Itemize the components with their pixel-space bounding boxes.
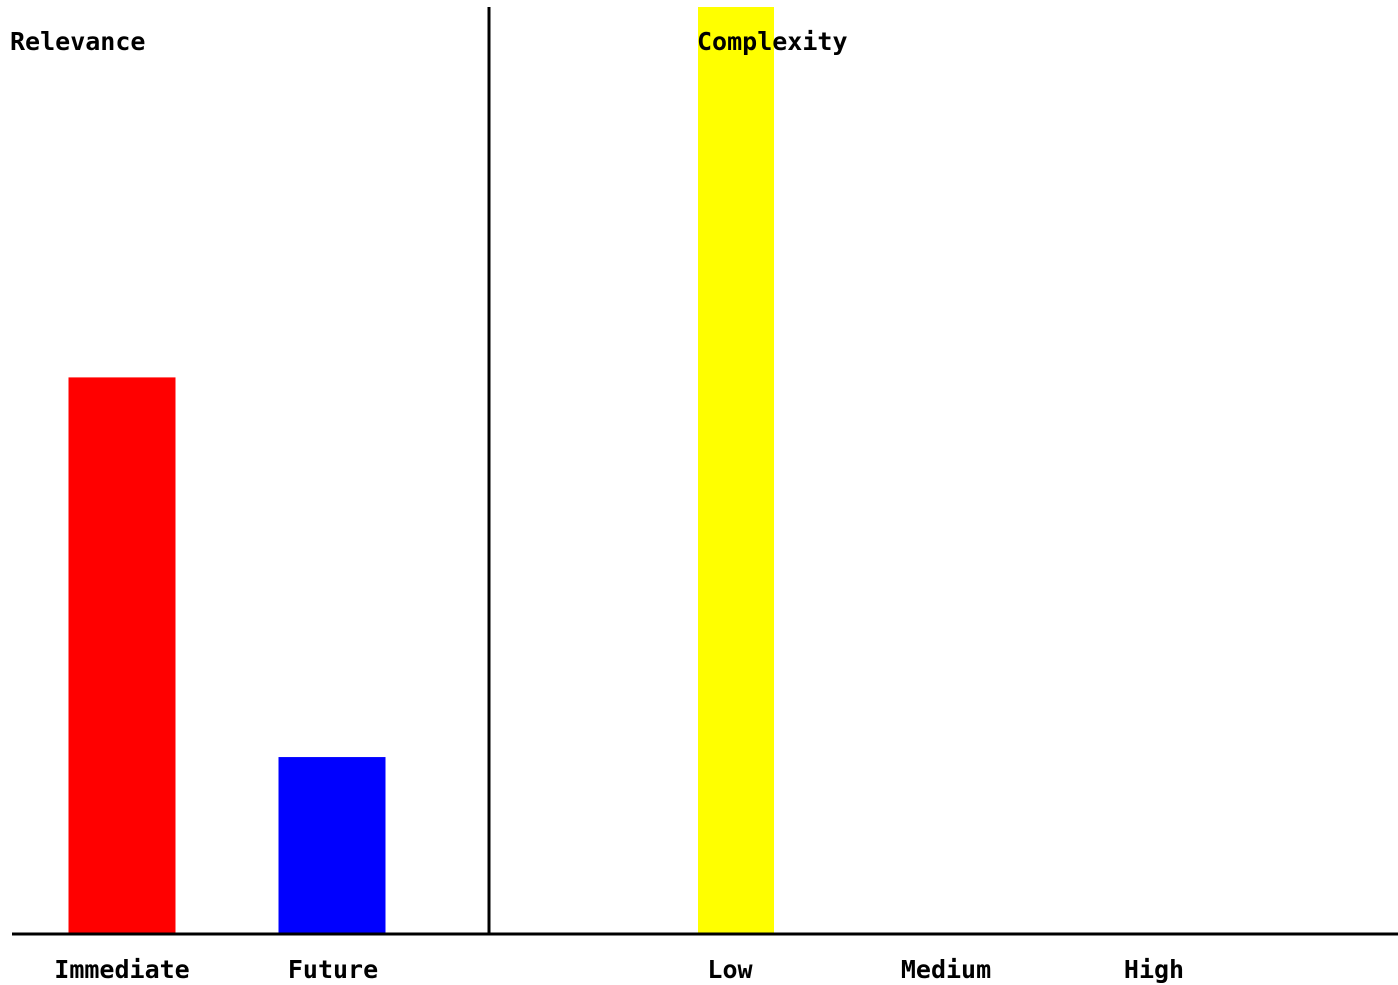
relevance-chart-title: Relevance [10,27,145,56]
tick-label-medium: Medium [901,955,991,984]
tick-label-low: Low [707,955,753,984]
bars-layer [68,7,774,933]
bar-immediate [68,377,176,933]
tick-label-future: Future [288,955,378,984]
bar-future [278,757,386,933]
tick-label-immediate: Immediate [54,955,189,984]
complexity-chart-title: Complexity [697,27,848,56]
bar-low [698,7,774,933]
tick-label-high: High [1124,955,1184,984]
